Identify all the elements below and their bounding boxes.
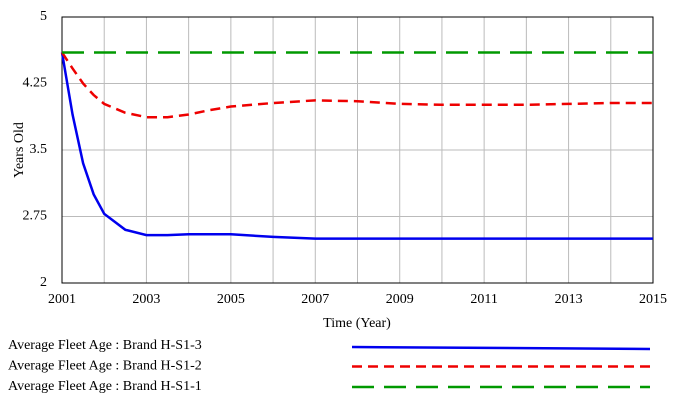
x-tick-label: 2009 [386, 292, 414, 307]
legend-label: Average Fleet Age : Brand H-S1-1 [8, 379, 202, 394]
x-tick-label: 2015 [639, 292, 667, 307]
x-tick-label: 2013 [555, 292, 583, 307]
y-tick-label: 3.5 [30, 142, 48, 157]
legend-swatch [351, 345, 651, 351]
y-tick-label: 5 [40, 9, 47, 24]
series-line [60, 52, 653, 240]
x-tick-label: 2007 [301, 292, 329, 307]
x-axis-label: Time (Year) [323, 316, 391, 331]
x-tick-label: 2005 [217, 292, 245, 307]
y-tick-label: 2.75 [23, 209, 48, 224]
x-tick-label: 2001 [48, 292, 76, 307]
y-tick-label: 2 [40, 275, 47, 290]
legend-label: Average Fleet Age : Brand H-S1-2 [8, 359, 202, 374]
y-axis-label: Years Old [12, 122, 27, 178]
legend-label: Average Fleet Age : Brand H-S1-3 [8, 338, 202, 353]
y-tick-label: 4.25 [23, 76, 48, 91]
x-tick-label: 2011 [470, 292, 497, 307]
x-tick-label: 2003 [132, 292, 160, 307]
series-line [60, 51, 653, 119]
plot-frame [61, 16, 654, 284]
